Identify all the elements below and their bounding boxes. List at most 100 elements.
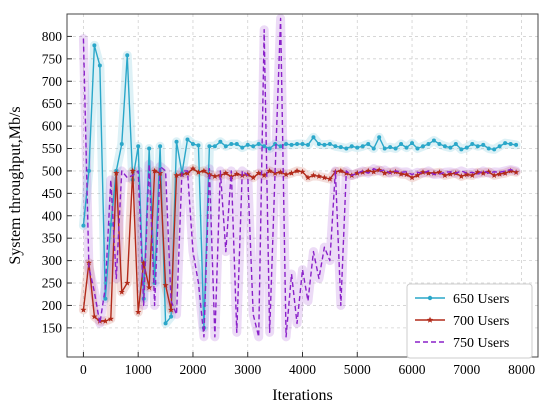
data-point [469, 172, 476, 178]
data-point [135, 308, 142, 315]
data-point [315, 173, 322, 179]
data-point [359, 169, 366, 175]
data-point [229, 142, 234, 147]
data-point [278, 144, 283, 149]
data-point [218, 139, 223, 144]
data-point [92, 43, 97, 48]
data-point [408, 174, 416, 181]
data-point [459, 147, 464, 152]
data-point [283, 171, 290, 178]
data-point [365, 167, 372, 174]
x-tick-label: 6000 [399, 362, 426, 377]
data-point [470, 142, 475, 147]
y-tick-label: 250 [42, 276, 63, 291]
data-point [118, 288, 125, 295]
data-point [430, 169, 437, 176]
y-tick-label: 350 [42, 231, 63, 246]
data-point [496, 170, 503, 177]
data-point [414, 172, 421, 178]
data-point [322, 142, 327, 147]
data-point [146, 284, 153, 291]
legend-label: 750 Users [453, 336, 509, 351]
x-tick-label: 5000 [344, 362, 371, 377]
data-point [420, 144, 425, 149]
data-point [102, 317, 109, 324]
x-tick-label: 7000 [453, 362, 480, 377]
data-point [426, 142, 431, 147]
data-point [174, 139, 179, 144]
data-point [458, 173, 465, 179]
y-tick-label: 700 [42, 74, 63, 89]
data-point [184, 169, 191, 176]
y-tick-label: 750 [42, 51, 63, 66]
data-point [404, 145, 409, 150]
data-point [233, 170, 240, 177]
data-point [474, 169, 481, 175]
data-point [441, 172, 448, 178]
y-tick-label: 600 [42, 119, 63, 134]
data-point [212, 144, 217, 149]
data-point [338, 145, 343, 150]
data-point [486, 146, 491, 151]
data-point [262, 144, 267, 149]
x-tick-label: 4000 [289, 362, 316, 377]
data-point [196, 143, 201, 148]
data-point [513, 169, 520, 175]
grid [67, 14, 538, 357]
data-point [223, 144, 228, 149]
data-point [80, 306, 87, 313]
data-point [431, 138, 436, 143]
data-point [448, 145, 453, 150]
data-point [266, 167, 273, 174]
data-point [251, 144, 256, 149]
data-point [403, 171, 410, 178]
data-point [245, 142, 250, 147]
data-point [305, 142, 310, 147]
data-point [442, 144, 447, 149]
y-tick-label: 550 [42, 141, 63, 156]
legend-box [406, 283, 533, 359]
series-line [82, 17, 517, 338]
data-point [81, 223, 86, 228]
data-point [388, 145, 393, 150]
data-point [189, 165, 197, 172]
data-point [453, 142, 458, 147]
data-point [485, 168, 492, 175]
data-point [491, 172, 498, 178]
data-point [107, 315, 114, 322]
data-point [447, 170, 454, 177]
data-point [310, 172, 317, 178]
data-point [337, 167, 344, 174]
data-point [398, 170, 405, 177]
data-point [169, 314, 174, 319]
data-point [140, 259, 147, 266]
data-point [163, 321, 168, 326]
data-point [222, 169, 229, 176]
data-point [327, 142, 332, 147]
data-point [103, 296, 108, 301]
data-point [244, 171, 251, 178]
legend-marker [427, 295, 433, 301]
data-point [190, 142, 195, 147]
data-point [299, 168, 306, 175]
legend-label: 700 Users [453, 314, 509, 329]
data-point [366, 142, 371, 147]
y-tick-label: 650 [42, 96, 63, 111]
data-point [300, 142, 305, 147]
data-point [326, 175, 333, 182]
y-tick-label: 200 [42, 298, 63, 313]
data-point [304, 174, 312, 181]
data-point [393, 146, 398, 151]
data-point [91, 313, 98, 320]
data-point [267, 146, 272, 151]
data-point [147, 146, 152, 151]
data-point [211, 173, 218, 179]
data-point [108, 222, 113, 227]
data-point [250, 174, 257, 181]
axis-ticks: 0 1000 2000 3000 4000 5000 6000 7000 8000 150 200 2… [42, 29, 536, 377]
y-tick-label: 450 [42, 186, 63, 201]
data-point [293, 167, 301, 174]
data-point [355, 145, 360, 150]
data-point [321, 174, 328, 181]
